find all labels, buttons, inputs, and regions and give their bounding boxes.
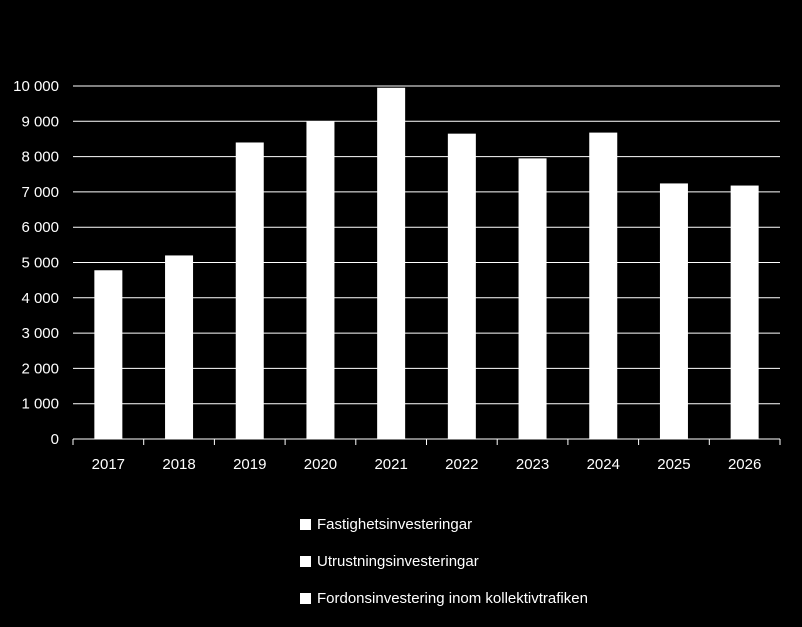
x-tick-label: 2021	[374, 456, 407, 473]
bar	[730, 185, 759, 439]
bar	[447, 133, 476, 439]
x-tick-label: 2024	[587, 456, 620, 473]
legend-swatch	[300, 519, 311, 530]
legend-label: Fastighetsinvesteringar	[317, 516, 473, 533]
x-tick-label: 2019	[233, 456, 266, 473]
x-tick-label: 2023	[516, 456, 549, 473]
y-tick-label: 4 000	[21, 290, 59, 307]
bar	[659, 183, 688, 439]
y-tick-label: 9 000	[21, 113, 59, 130]
legend-label: Utrustningsinvesteringar	[317, 553, 479, 570]
y-tick-label: 8 000	[21, 149, 59, 166]
y-tick-label: 10 000	[13, 78, 59, 95]
y-tick-label: 5 000	[21, 255, 59, 272]
y-tick-label: 0	[51, 431, 59, 448]
x-tick-label: 2020	[304, 456, 337, 473]
x-tick-label: 2025	[657, 456, 690, 473]
y-tick-label: 3 000	[21, 325, 59, 342]
legend-item: Fastighetsinvesteringar	[300, 506, 780, 543]
y-tick-label: 7 000	[21, 184, 59, 201]
bar	[94, 270, 123, 439]
bars	[94, 87, 759, 440]
legend-swatch	[300, 556, 311, 567]
bar	[306, 121, 335, 440]
legend-label: Fordonsinvestering inom kollektivtrafike…	[317, 590, 588, 607]
bar	[165, 255, 194, 439]
x-tick-label: 2018	[162, 456, 195, 473]
legend: Fastighetsinvesteringar Utrustningsinves…	[300, 506, 780, 617]
y-tick-label: 2 000	[21, 360, 59, 377]
x-tick-label: 2017	[92, 456, 125, 473]
y-tick-label: 1 000	[21, 396, 59, 413]
y-axis-tick-labels: 0 1 000 2 000 3 000 4 000 5 000 6 000 7 000 8 00…	[13, 78, 59, 448]
x-tick-label: 2022	[445, 456, 478, 473]
legend-item: Fordonsinvestering inom kollektivtrafike…	[300, 580, 780, 617]
bar	[235, 142, 264, 440]
bar	[377, 87, 406, 439]
legend-swatch	[300, 593, 311, 604]
bar	[589, 132, 618, 439]
x-tick-label: 2026	[728, 456, 761, 473]
y-tick-label: 6 000	[21, 219, 59, 236]
legend-item: Utrustningsinvesteringar	[300, 543, 780, 580]
bar	[518, 158, 547, 440]
x-axis-tick-labels: 2017 2018 2019 2020 2021 2022 2023 2024 2025 2026	[72, 439, 781, 473]
